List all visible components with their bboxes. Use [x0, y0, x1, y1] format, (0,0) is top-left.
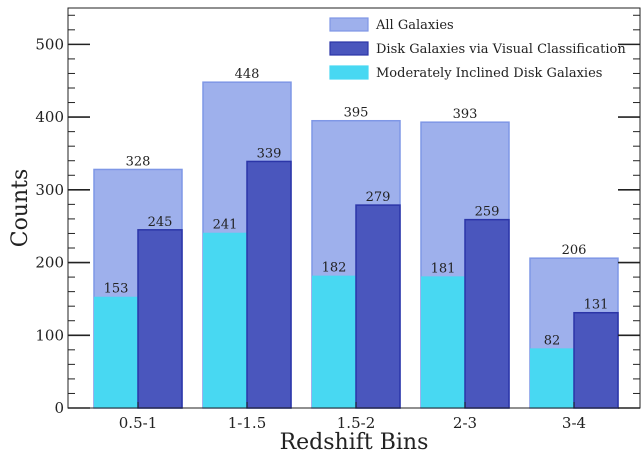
bar-disk-galaxies [464, 218, 510, 409]
y-axis-title: Counts [8, 169, 33, 248]
legend-label: Moderately Inclined Disk Galaxies [376, 66, 602, 81]
bars-layer [93, 81, 619, 409]
data-label-all-galaxies: 206 [562, 243, 587, 258]
bar-disk-galaxies [573, 311, 619, 409]
data-label-moderately-inclined: 181 [431, 261, 456, 276]
bar-disk-galaxies [137, 229, 183, 409]
y-tick-label: 100 [35, 326, 64, 344]
x-tick-label: 3-4 [562, 414, 586, 432]
data-label-disk-galaxies: 131 [584, 298, 609, 313]
y-tick-label: 300 [35, 181, 64, 199]
y-tick-label: 200 [35, 254, 64, 272]
y-ticks: 0 100 200 300 400 500 [35, 14, 640, 417]
y-tick-label: 400 [35, 108, 64, 126]
data-label-all-galaxies: 395 [344, 106, 369, 121]
bar-moderately-inclined [421, 276, 465, 408]
legend-label: Disk Galaxies via Visual Classification [376, 42, 626, 57]
data-label-all-galaxies: 448 [235, 67, 260, 82]
data-label-moderately-inclined: 82 [544, 333, 561, 348]
data-label-disk-galaxies: 245 [148, 215, 173, 230]
data-label-disk-galaxies: 339 [257, 146, 282, 161]
axes-layer [67, 7, 641, 409]
data-label-moderately-inclined: 241 [213, 218, 238, 233]
x-tick-label: 1-1.5 [228, 414, 266, 432]
data-label-all-galaxies: 393 [453, 107, 478, 122]
legend-label: All Galaxies [375, 18, 454, 33]
plot-frame [67, 7, 641, 409]
x-tick-label: 0.5-1 [119, 414, 157, 432]
data-labels-layer: 328 153 245 448 241 339 395 182 279 393 181 259 206 8… [104, 67, 609, 348]
legend: All Galaxies Disk Galaxies via Visual Cla… [329, 17, 626, 81]
bar-moderately-inclined [530, 348, 574, 408]
y-tick-label: 500 [35, 35, 64, 53]
data-label-moderately-inclined: 182 [322, 261, 347, 276]
x-tick-label: 2-3 [453, 414, 477, 432]
bar-disk-galaxies [246, 160, 292, 409]
legend-swatch [329, 41, 369, 56]
bar-moderately-inclined [312, 275, 356, 408]
x-ticks: 0.5-1 1-1.5 1.5-2 2-3 3-4 [119, 402, 586, 432]
legend-swatch [329, 65, 369, 80]
x-tick-label: 1.5-2 [337, 414, 375, 432]
data-label-moderately-inclined: 153 [104, 282, 129, 297]
data-label-disk-galaxies: 259 [475, 205, 500, 220]
bar-moderately-inclined [203, 232, 247, 408]
data-label-all-galaxies: 328 [126, 154, 151, 169]
legend-swatch [329, 17, 369, 32]
x-axis-title: Redshift Bins [280, 430, 429, 454]
bar-disk-galaxies [355, 204, 401, 409]
y-tick-label: 0 [54, 399, 64, 417]
data-label-disk-galaxies: 279 [366, 190, 391, 205]
bar-moderately-inclined [94, 296, 138, 408]
